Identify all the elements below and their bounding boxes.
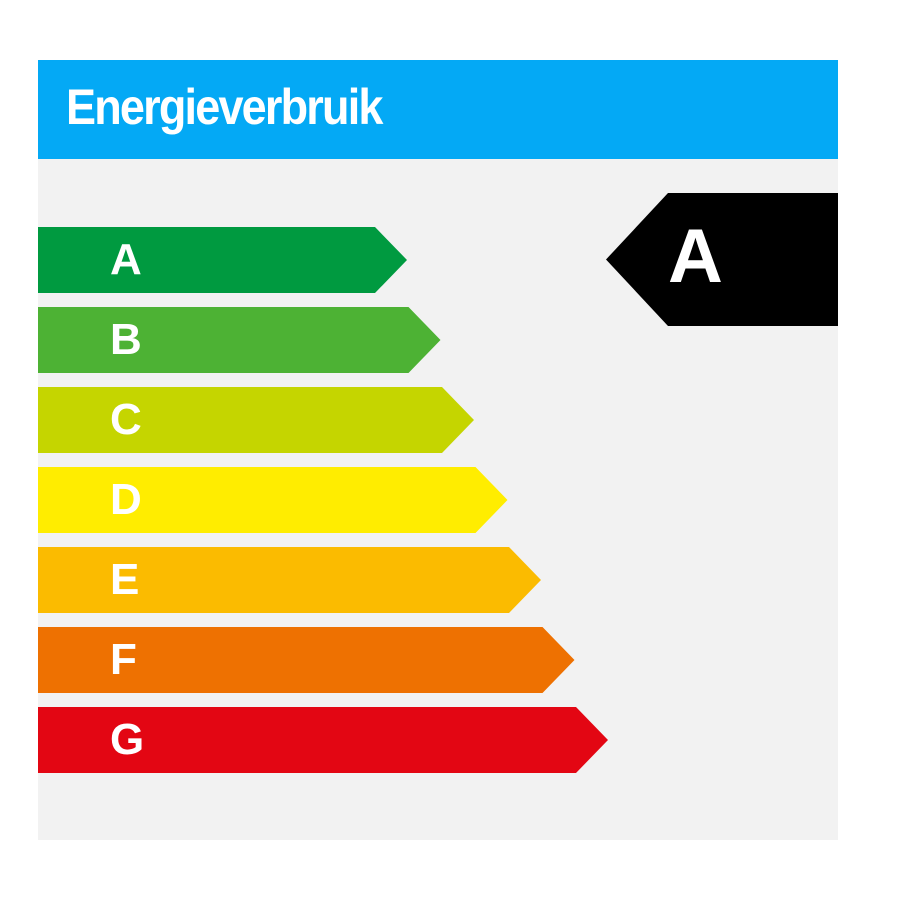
energy-class-bar-d: D — [38, 467, 508, 533]
energy-class-label: A — [110, 235, 142, 284]
energy-class-bar-b: B — [38, 307, 441, 373]
energy-class-bar-a: A — [38, 227, 407, 293]
energy-class-label: G — [110, 715, 145, 764]
energy-class-label: C — [110, 395, 142, 444]
energy-class-bar-c: C — [38, 387, 474, 453]
energy-label-title: Energieverbruik — [66, 79, 383, 135]
energy-label-header: Energieverbruik — [38, 60, 838, 159]
energy-class-label: D — [110, 475, 142, 524]
energy-class-bar-f: F — [38, 627, 575, 693]
energy-class-label: F — [110, 635, 137, 684]
rating-indicator-label: A — [668, 214, 723, 299]
rating-indicator: A — [606, 193, 838, 326]
energy-class-label: E — [110, 555, 140, 604]
energy-class-label: B — [110, 315, 142, 364]
energy-class-bar-e: E — [38, 547, 541, 613]
energy-class-bar-g: G — [38, 707, 608, 773]
